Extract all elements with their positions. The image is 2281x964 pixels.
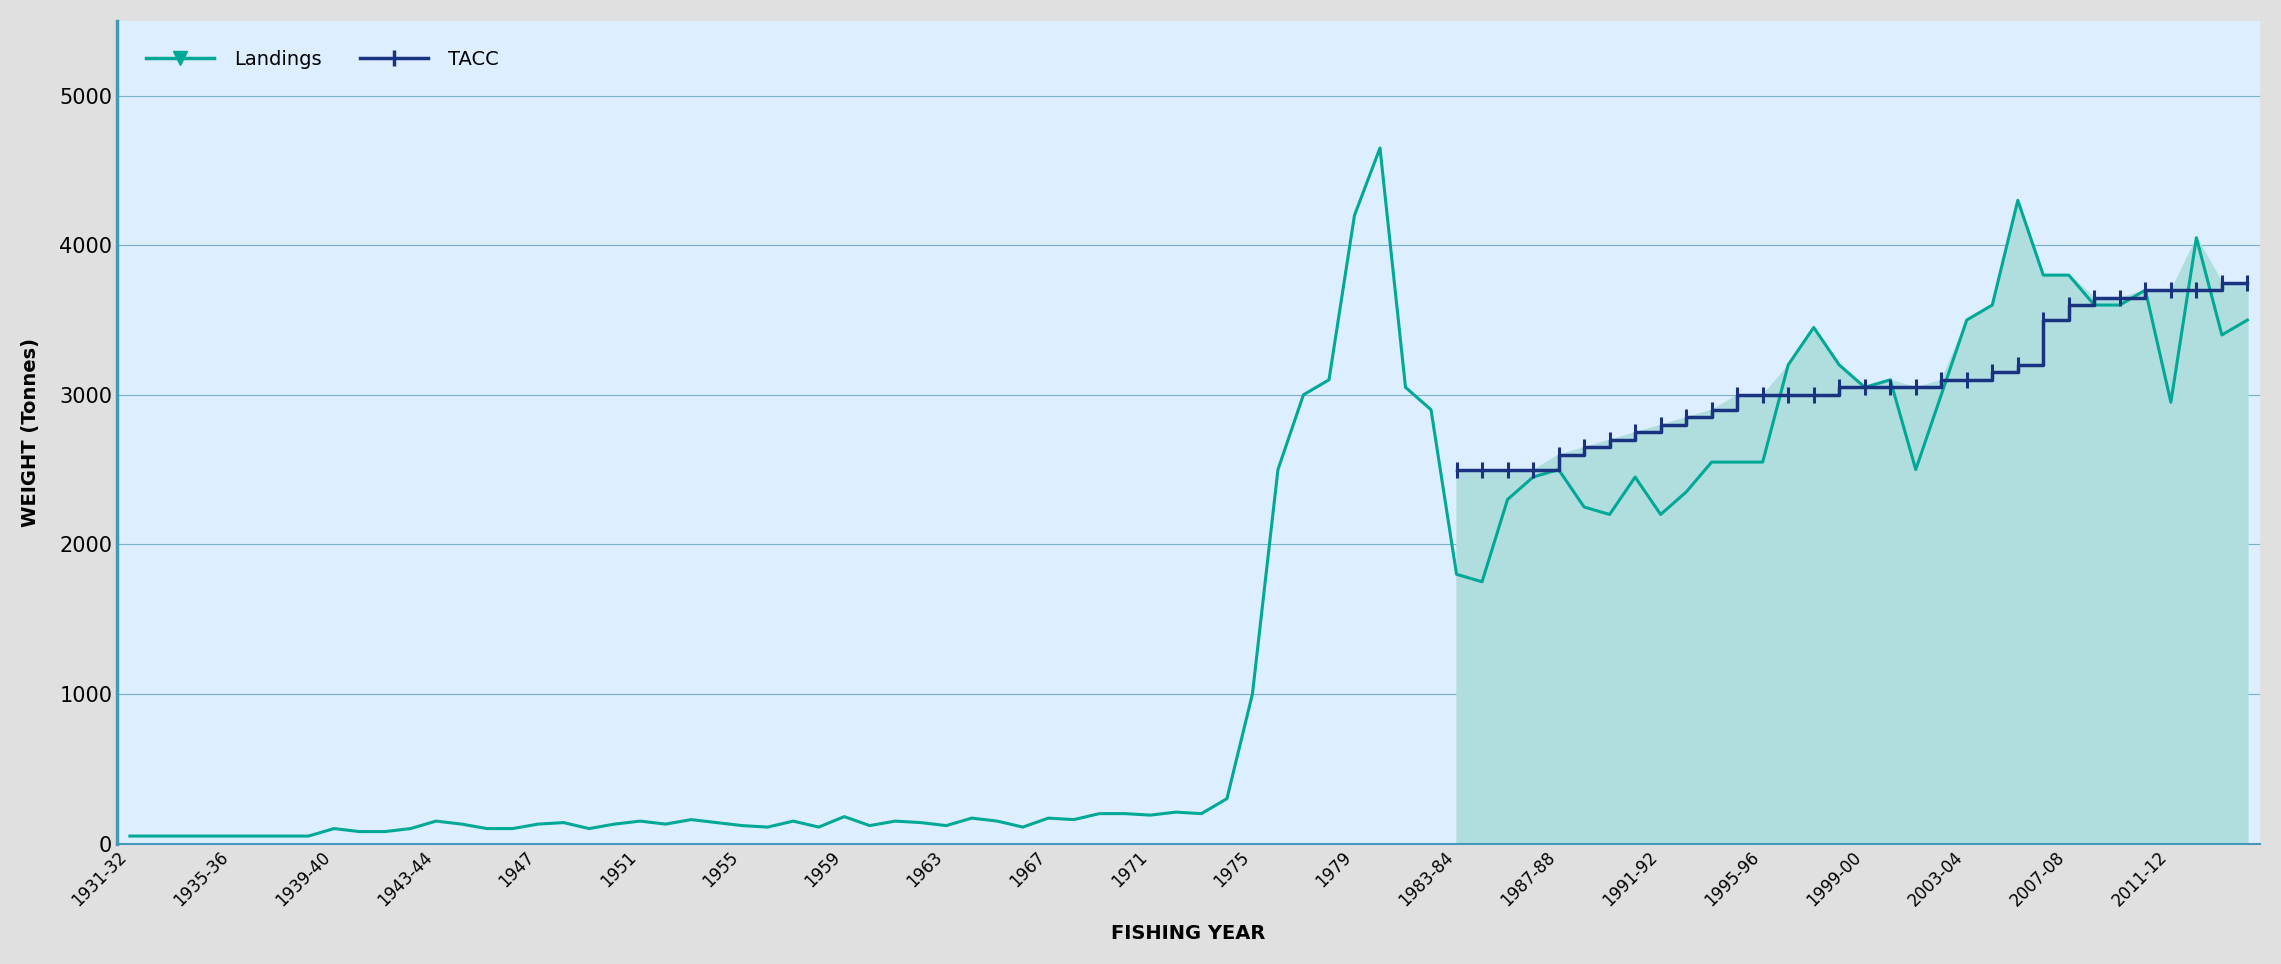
Y-axis label: WEIGHT (Tonnes): WEIGHT (Tonnes)	[21, 337, 39, 526]
X-axis label: FISHING YEAR: FISHING YEAR	[1111, 924, 1266, 943]
Legend: Landings, TACC: Landings, TACC	[128, 31, 518, 89]
